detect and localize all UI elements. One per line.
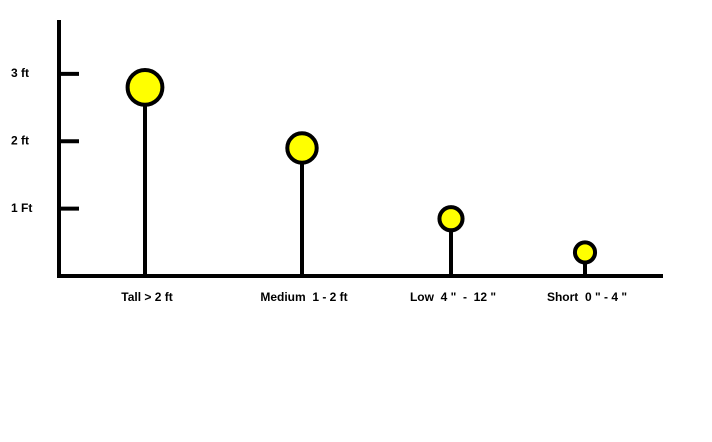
dot [572, 240, 598, 265]
x-tick-label: Medium 1 - 2 ft [260, 290, 347, 304]
y-tick-label: 2 ft [11, 133, 29, 147]
dot [437, 205, 465, 233]
dot [125, 67, 165, 107]
y-tick-label: 1 Ft [11, 201, 32, 215]
y-tick-label: 3 ft [11, 66, 29, 80]
dot [285, 131, 319, 165]
x-tick-label: Low 4 " - 12 " [410, 290, 496, 304]
x-tick-label: Tall > 2 ft [121, 290, 172, 304]
x-tick-label: Short 0 " - 4 " [547, 290, 627, 304]
